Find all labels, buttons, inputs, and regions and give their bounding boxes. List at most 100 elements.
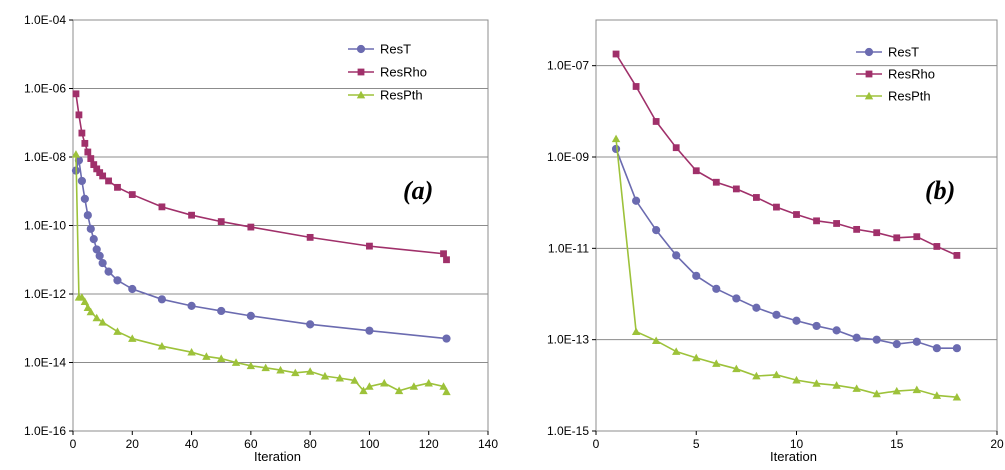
- data-point: [187, 301, 196, 310]
- data-point: [113, 327, 122, 335]
- data-point: [913, 233, 921, 241]
- data-point: [772, 370, 781, 379]
- chart-panel-a: 1.0E-16 1.0E-14 1.0E-12 1.0E-10 1.0E-08 1.0E-…: [24, 13, 498, 464]
- data-point: [89, 235, 98, 244]
- data-point: [712, 359, 721, 367]
- y-tick-label: 1.0E-14: [24, 356, 66, 370]
- data-point: [77, 176, 86, 186]
- data-point: [672, 347, 681, 355]
- series-rest: [71, 156, 451, 343]
- data-point: [291, 368, 300, 377]
- series-respth: [71, 150, 451, 396]
- series-line: [615, 138, 957, 398]
- plot-frame: [595, 19, 998, 432]
- data-point: [793, 211, 800, 218]
- data-point: [813, 217, 820, 225]
- chart-panel-b: 1.0E-15 1.0E-13 1.0E-11 1.0E-09 1.0E-07 0 5 10 1…: [547, 19, 1004, 464]
- data-point: [359, 386, 368, 395]
- data-point: [92, 313, 101, 322]
- series-resrho: [72, 90, 450, 264]
- data-point: [932, 344, 941, 353]
- data-point: [98, 318, 107, 326]
- data-point: [932, 391, 942, 399]
- data-point: [87, 155, 95, 162]
- data-point: [732, 294, 741, 303]
- data-point: [93, 165, 101, 173]
- x-tick-label: 5: [693, 437, 700, 451]
- data-point: [712, 284, 721, 293]
- legend-entry: ResRho: [380, 65, 427, 80]
- data-point: [90, 161, 98, 168]
- x-tick-label: 10: [790, 437, 804, 451]
- data-point: [852, 333, 861, 342]
- data-point: [246, 361, 256, 370]
- data-point: [77, 293, 87, 301]
- data-point: [78, 129, 86, 137]
- x-tick-label: 120: [419, 437, 439, 451]
- legend-entry: ResT: [380, 42, 411, 57]
- legend-marker: [356, 90, 366, 99]
- data-point: [99, 172, 107, 180]
- data-point: [892, 339, 901, 349]
- data-point: [157, 295, 167, 304]
- x-tick-label: 20: [126, 437, 140, 451]
- data-point: [632, 196, 641, 205]
- data-point: [72, 90, 80, 98]
- data-point: [261, 363, 270, 372]
- data-point: [832, 381, 841, 389]
- data-point: [350, 376, 359, 384]
- data-point: [202, 352, 211, 360]
- data-point: [732, 185, 740, 193]
- data-point: [83, 303, 93, 311]
- data-point: [440, 250, 447, 258]
- y-tick-label: 1.0E-09: [547, 150, 589, 164]
- y-tick-label: 1.0E-06: [24, 82, 66, 96]
- data-point: [753, 194, 760, 201]
- data-point: [366, 242, 373, 250]
- y-tick-label: 1.0E-08: [24, 150, 66, 164]
- data-point: [84, 148, 92, 156]
- data-point: [773, 203, 780, 211]
- data-point: [158, 203, 166, 211]
- data-point: [953, 252, 961, 259]
- y-tick-label: 1.0E-12: [24, 287, 66, 301]
- data-point: [853, 225, 861, 233]
- data-point: [692, 353, 701, 362]
- x-tick-label: 100: [359, 437, 379, 451]
- data-point: [672, 251, 681, 260]
- data-point: [306, 320, 315, 329]
- data-point: [611, 134, 621, 143]
- legend-marker: [864, 47, 874, 57]
- data-point: [752, 303, 761, 312]
- data-point: [812, 379, 821, 387]
- legend-entry: ResPth: [888, 89, 931, 104]
- legend: ResT ResRho ResPth: [348, 42, 427, 103]
- data-point: [732, 364, 741, 373]
- x-tick-label: 15: [890, 437, 904, 451]
- data-point: [83, 211, 92, 220]
- data-point: [276, 365, 285, 374]
- data-point: [320, 371, 330, 380]
- legend-entry: ResT: [888, 45, 919, 60]
- data-point: [217, 306, 226, 316]
- data-point: [306, 233, 314, 241]
- series-rest: [611, 144, 962, 353]
- y-tick-label: 1.0E-11: [548, 241, 589, 255]
- legend-entry: ResRho: [888, 67, 935, 82]
- data-point: [365, 382, 374, 390]
- legend-marker: [357, 68, 365, 76]
- data-point: [394, 386, 404, 395]
- data-point: [912, 337, 921, 346]
- data-point: [872, 389, 881, 398]
- x-tick-label: 60: [244, 437, 258, 451]
- data-point: [217, 218, 225, 225]
- x-tick-label: 0: [593, 437, 600, 451]
- data-point: [812, 321, 821, 331]
- legend: ResT ResRho ResPth: [856, 45, 935, 104]
- data-point: [409, 382, 419, 390]
- data-point: [439, 382, 448, 390]
- panel-label: (b): [925, 176, 955, 205]
- data-point: [86, 307, 95, 316]
- data-point: [95, 251, 104, 260]
- data-point: [692, 167, 700, 175]
